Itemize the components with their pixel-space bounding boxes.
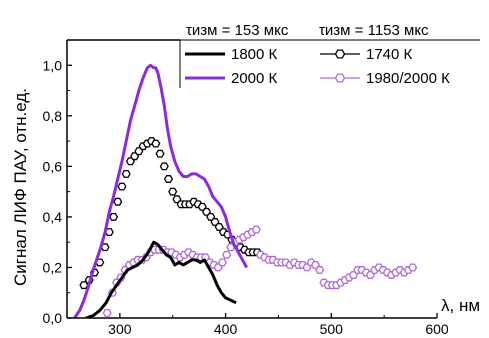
data-point: [168, 187, 178, 196]
data-point: [155, 149, 165, 158]
y-axis-title: Сигнал ЛИФ ПАУ, отн.ед.: [11, 88, 30, 286]
legend-entry: 1740 К: [320, 46, 413, 63]
data-point: [108, 212, 119, 221]
x-tick-label: 300: [108, 321, 132, 337]
series-3: [102, 225, 418, 317]
legend-swatch-marker: [334, 49, 346, 59]
series-1: [73, 63, 249, 318]
data-point: [217, 258, 227, 267]
data-point: [151, 139, 161, 148]
axes: 0,0 0,2 0,4 0,6 0,8 1,0 300 400 500 600 Сигнал ЛИФ…: [11, 39, 480, 337]
y-tick-label: 0,0: [43, 310, 63, 326]
legend-swatch-marker: [334, 73, 346, 83]
data-point: [408, 263, 418, 272]
legend-label: 1740 К: [366, 46, 413, 63]
x-axis-title: λ, нм: [441, 296, 480, 315]
y-tick-label: 0,6: [43, 158, 63, 174]
data-point: [222, 250, 232, 259]
legend-entry: 1800 К: [185, 46, 278, 63]
legend: τизм = 153 мкс τизм = 1153 мкс 1800 К 2000 …: [179, 12, 480, 90]
data-point: [315, 266, 325, 274]
x-tick-label: 500: [320, 321, 344, 337]
data-point: [102, 309, 112, 317]
series-2: [79, 137, 262, 290]
legend-label: 1800 К: [231, 46, 278, 63]
series-line: [73, 63, 249, 318]
y-tick-label: 0,8: [43, 108, 63, 124]
legend-entry: 1980/2000 К: [320, 70, 450, 87]
y-tick-label: 0,2: [43, 259, 63, 275]
plot-series: [73, 63, 418, 318]
data-point: [159, 162, 169, 171]
data-point: [251, 225, 261, 234]
legend-label: 1980/2000 К: [366, 70, 450, 87]
series-line: [85, 240, 237, 318]
x-tick-label: 400: [214, 321, 238, 337]
data-point: [113, 197, 123, 206]
legend-header-left: τизм = 153 мкс: [186, 22, 289, 39]
x-tick-label: 600: [425, 321, 449, 337]
y-tick-label: 0,4: [43, 209, 63, 225]
legend-label: 2000 К: [231, 70, 278, 87]
legend-entry: 2000 К: [185, 70, 278, 87]
data-point: [117, 182, 127, 191]
data-point: [121, 170, 131, 178]
data-point: [163, 175, 174, 183]
legend-background: [180, 12, 480, 90]
y-tick-label: 1,0: [43, 57, 63, 73]
series-0: [85, 240, 237, 318]
legend-header-right: τизм = 1153 мкс: [319, 22, 429, 39]
